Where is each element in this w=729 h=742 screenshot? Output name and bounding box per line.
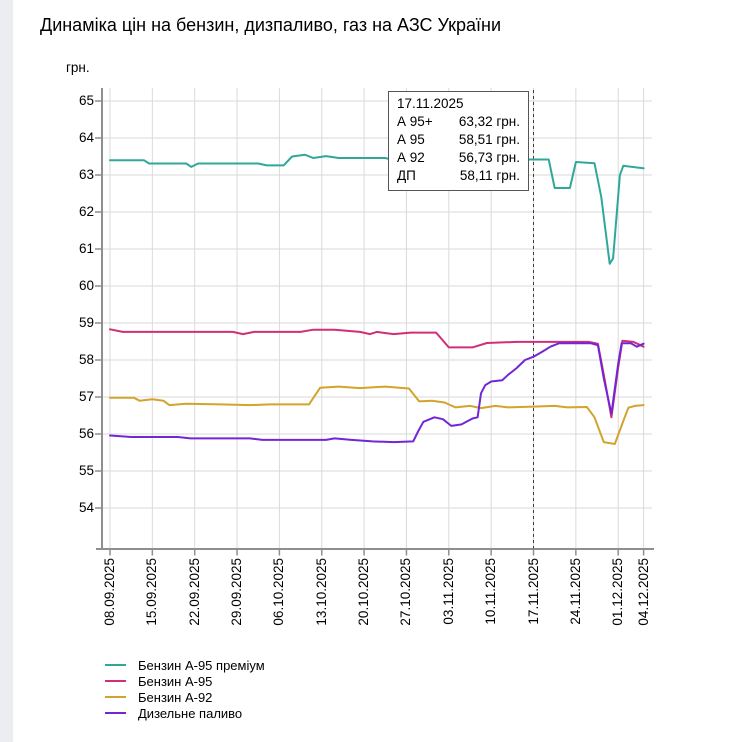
x-axis-label: 29.09.2025	[229, 558, 245, 626]
x-axis-label: 04.12.2025	[635, 558, 651, 626]
page-left-gutter	[0, 0, 13, 742]
x-axis-label: 08.09.2025	[102, 558, 117, 626]
legend-label: Бензин А-92	[138, 689, 213, 705]
tooltip-date: 17.11.2025	[397, 96, 464, 111]
x-axis-label: 15.09.2025	[144, 558, 160, 626]
series-line-2	[109, 385, 645, 445]
legend-item-1[interactable]: Бензин А-95	[105, 673, 265, 689]
chart-tooltip: 17.11.2025 А 95+ 63,32 грн. А 95 58,51 грн.…	[388, 91, 529, 191]
tooltip-series-value: 63,32 грн.	[458, 114, 520, 129]
legend-swatch-icon	[105, 679, 126, 683]
legend-label: Бензин А-95 преміум	[138, 657, 265, 673]
y-axis-label: 60	[78, 278, 94, 293]
x-axis-label: 10.11.2025	[483, 558, 499, 625]
tooltip-series-value: 58,11 грн.	[459, 168, 520, 183]
legend-item-2[interactable]: Бензин А-92	[105, 689, 265, 705]
x-axis-label: 03.11.2025	[440, 558, 456, 625]
y-axis-label: 62	[78, 204, 94, 219]
tooltip-row: А 95+ 63,32 грн.	[397, 113, 520, 131]
legend-swatch-icon	[105, 663, 126, 667]
y-axis-label: 55	[78, 463, 94, 478]
legend-item-3[interactable]: Дизельне паливо	[105, 705, 265, 721]
y-axis-label: 54	[78, 500, 94, 515]
tooltip-series-label: А 95+	[397, 114, 433, 129]
y-axis-label: 56	[78, 426, 94, 441]
legend-label: Бензин А-95	[138, 673, 213, 689]
y-axis-label: 61	[78, 241, 94, 256]
x-axis-label: 24.11.2025	[567, 558, 583, 625]
chart-legend: Бензин А-95 преміум Бензин А-95 Бензин А-9…	[105, 657, 265, 721]
series-line-3	[109, 342, 645, 444]
tooltip-row: ДП 58,11 грн.	[397, 167, 520, 185]
tooltip-series-value: 58,51 грн.	[458, 132, 520, 147]
y-axis-label: 65	[78, 93, 94, 108]
y-axis-label: 63	[78, 167, 94, 182]
y-axis-label: 59	[78, 315, 94, 330]
legend-swatch-icon	[105, 711, 126, 715]
legend-item-0[interactable]: Бензин А-95 преміум	[105, 657, 265, 673]
x-axis-label: 13.10.2025	[313, 558, 329, 626]
x-axis-label: 22.09.2025	[186, 558, 202, 626]
x-axis-label: 27.10.2025	[398, 558, 414, 626]
tooltip-row: А 95 58,51 грн.	[397, 131, 520, 149]
y-axis-label: 64	[78, 130, 94, 145]
x-axis-label: 20.10.2025	[356, 558, 372, 626]
tooltip-series-label: А 95	[397, 132, 425, 147]
y-axis-unit-label: грн.	[66, 60, 90, 75]
tooltip-row: А 92 56,73 грн.	[397, 149, 520, 167]
tooltip-series-value: 56,73 грн.	[458, 150, 520, 165]
legend-label: Дизельне паливо	[138, 705, 243, 721]
series-line-0	[109, 153, 645, 265]
legend-swatch-icon	[105, 695, 126, 699]
x-axis-label: 17.11.2025	[525, 558, 541, 625]
y-axis-label: 58	[78, 352, 94, 367]
x-axis-label: 06.10.2025	[271, 558, 287, 626]
chart-title: Динаміка цін на бензин, дизпаливо, газ н…	[40, 15, 502, 35]
x-axis-label: 01.12.2025	[610, 558, 626, 626]
tooltip-series-label: ДП	[397, 168, 416, 183]
y-axis-label: 57	[78, 389, 94, 404]
tooltip-series-label: А 92	[397, 150, 425, 165]
